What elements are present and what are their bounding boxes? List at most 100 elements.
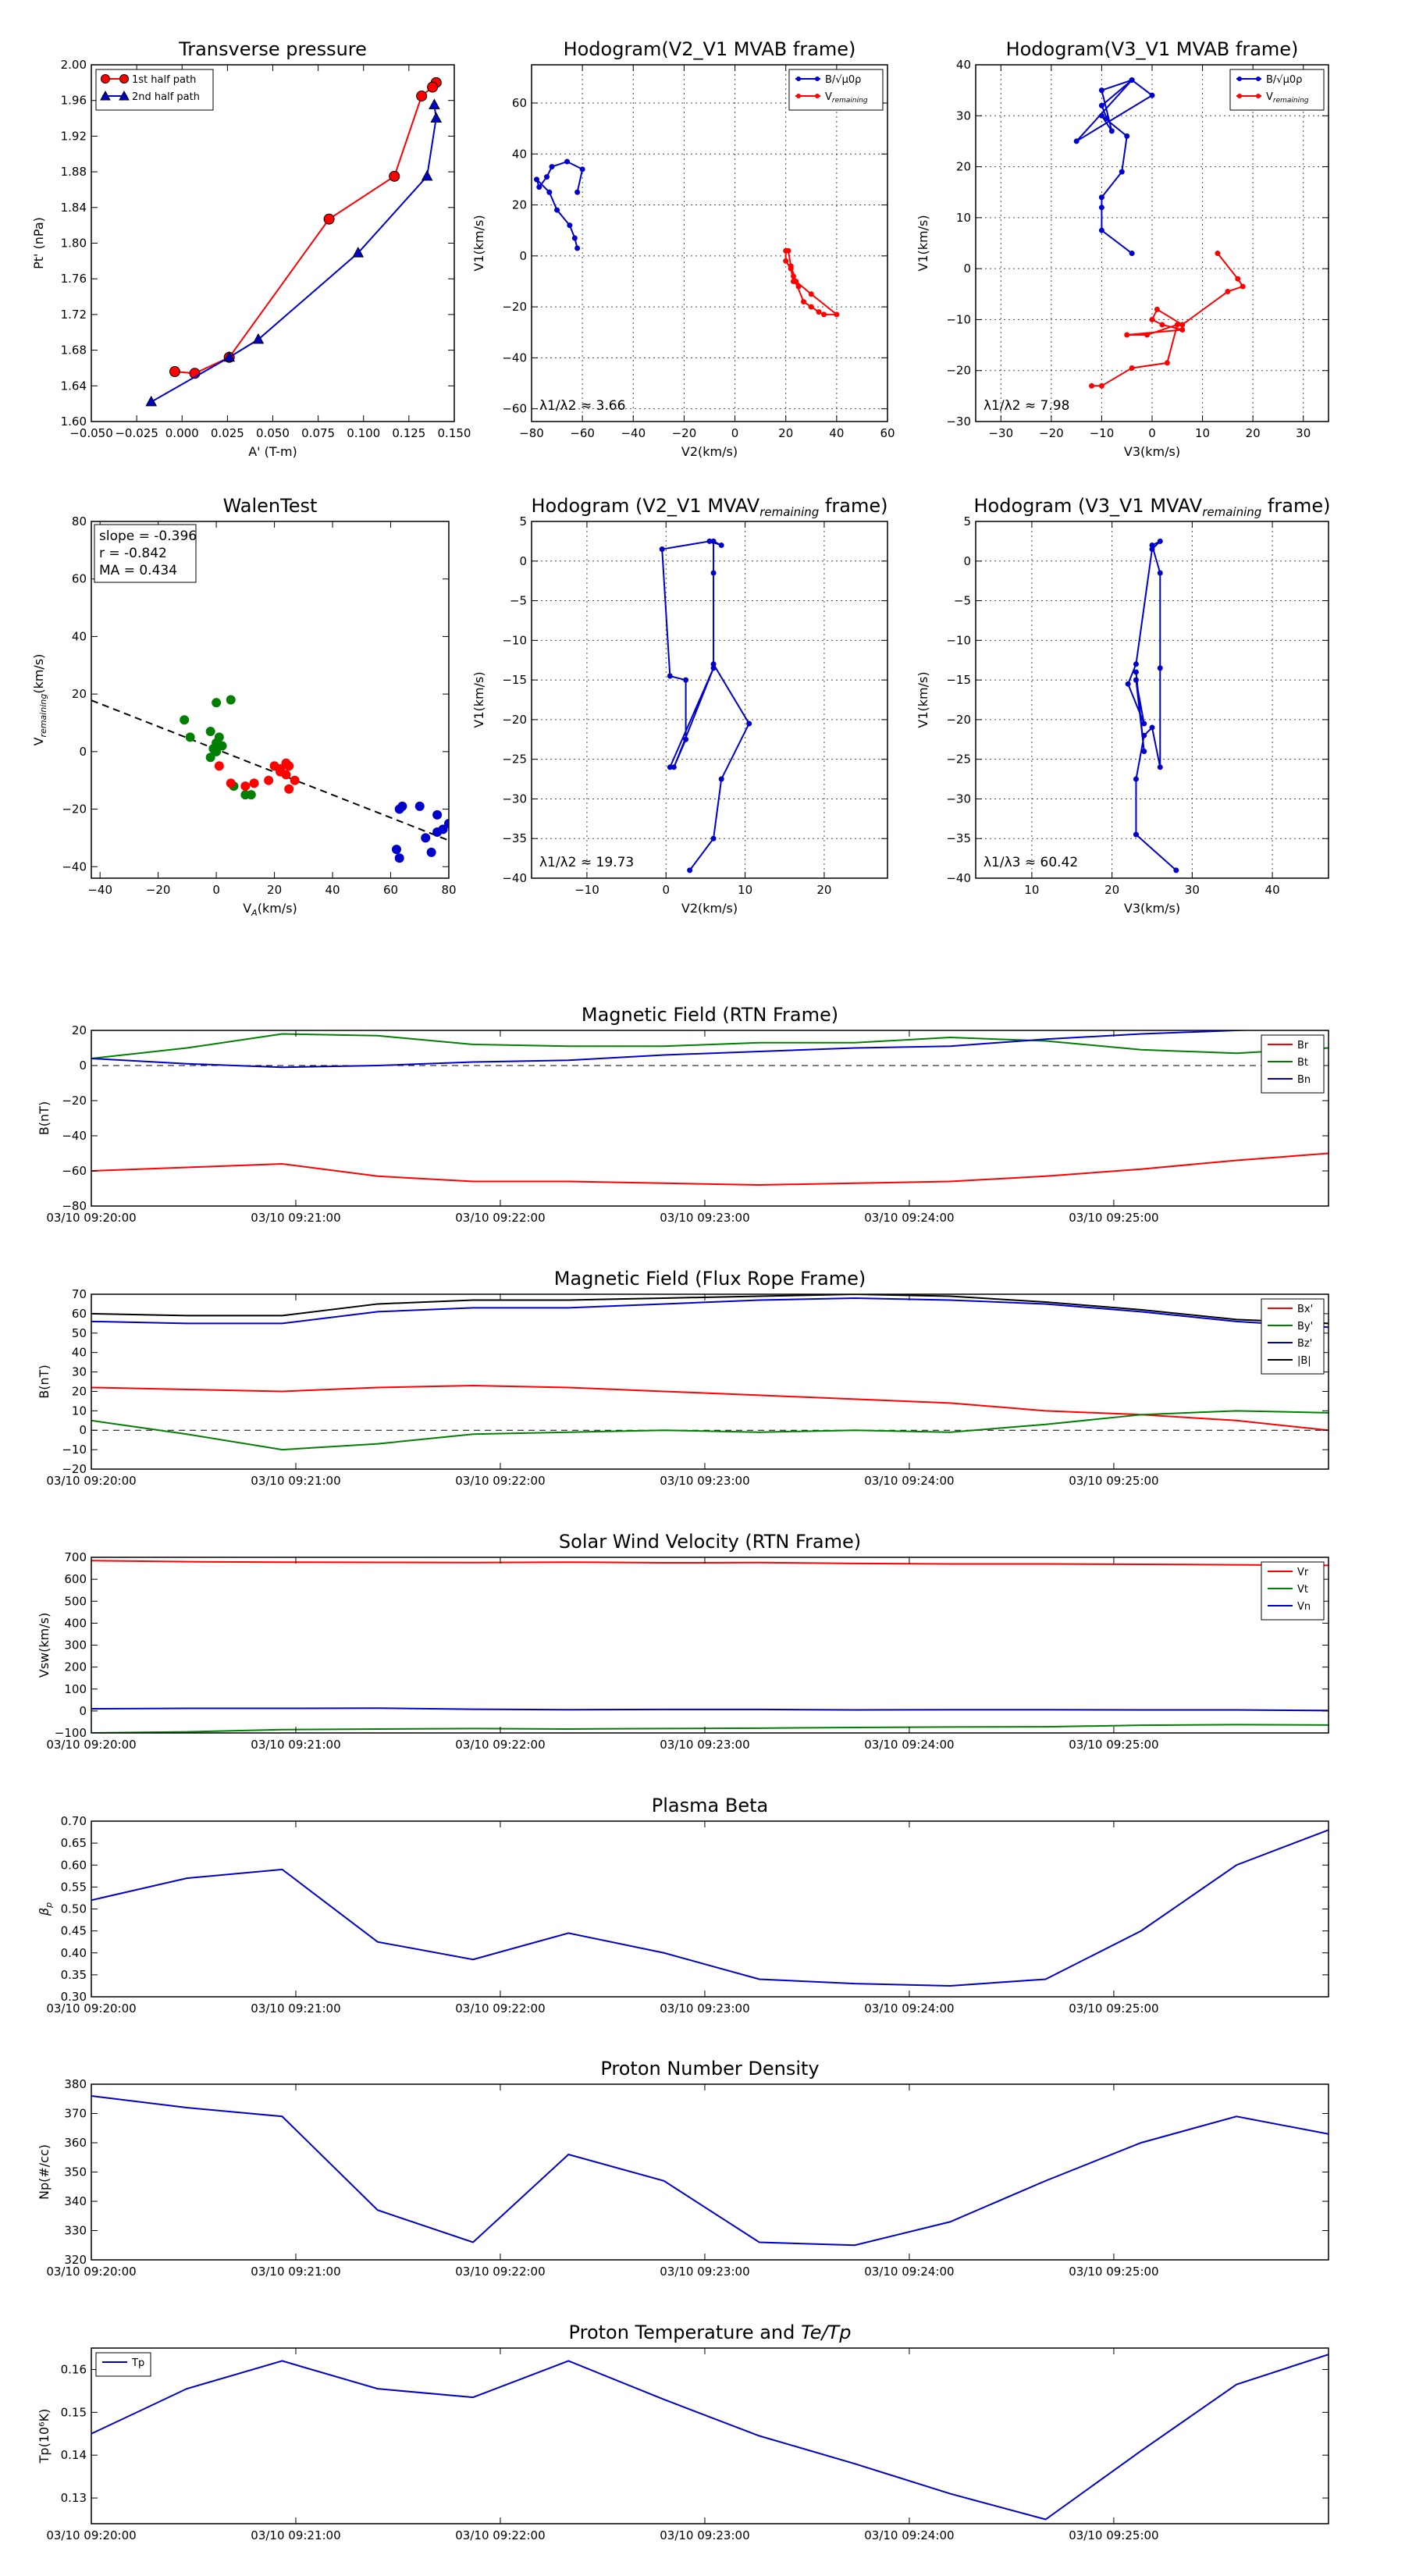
y-tick-label: −25 — [946, 753, 971, 767]
y-axis-label: Vremaining(km/s) — [31, 654, 48, 746]
y-tick-label: −35 — [502, 831, 527, 845]
data-point — [554, 207, 560, 213]
series-vt — [91, 1724, 1329, 1733]
y-tick-label: −5 — [954, 594, 971, 608]
data-point — [1225, 289, 1231, 295]
y-tick-label: 100 — [64, 1682, 87, 1696]
data-point — [226, 778, 236, 788]
data-point — [246, 790, 256, 800]
y-tick-label: −40 — [502, 871, 527, 885]
x-tick-label: 03/10 09:25:00 — [1069, 2528, 1158, 2542]
y-tick-label: 360 — [64, 2136, 87, 2150]
x-tick-label: 03/10 09:23:00 — [660, 1211, 749, 1225]
y-tick-label: 0.55 — [61, 1880, 87, 1894]
series-line — [91, 1829, 1329, 1987]
y-tick-label: 0.14 — [61, 2448, 87, 2462]
data-point — [438, 824, 448, 834]
series-s0 — [1125, 538, 1179, 873]
y-tick-label: −40 — [62, 1129, 87, 1143]
data-point — [1098, 194, 1104, 201]
y-tick-label: −20 — [502, 300, 527, 314]
x-tick-label: 03/10 09:25:00 — [1069, 1474, 1158, 1488]
plot-frame — [91, 2083, 1329, 2261]
data-point — [1141, 749, 1147, 755]
y-tick-label: 1.92 — [61, 129, 87, 143]
legend-label: B/√μ0ρ — [1266, 74, 1302, 86]
chart-walen: WalenTest −40 −20 0 20 40 60 80 −40 −20 0 20 40 60 80 V… — [31, 495, 457, 918]
label-suffix: (km/s) — [258, 901, 297, 916]
y-tick-label: 300 — [64, 1638, 87, 1653]
data-point — [1098, 382, 1104, 389]
x-tick-label: 03/10 09:22:00 — [455, 2528, 545, 2542]
fit-line — [91, 699, 450, 841]
legend-label: Vt — [1297, 1584, 1308, 1596]
legend-marker — [119, 90, 130, 101]
x-tick-label: 10 — [738, 883, 752, 897]
data-point — [683, 677, 689, 683]
data-point — [1149, 316, 1155, 322]
data-point — [352, 247, 365, 258]
x-tick-label: −80 — [519, 426, 544, 440]
y-tick-label: 340 — [64, 2194, 87, 2208]
series-line — [91, 1030, 1257, 1069]
x-axis-label: V2(km/s) — [681, 444, 738, 459]
y-axis-label: V1(km/s) — [471, 671, 486, 728]
x-tick-label: 03/10 09:22:00 — [455, 2265, 545, 2279]
series-bt — [91, 1033, 1329, 1059]
y-tick-label: 0.45 — [61, 1924, 87, 1938]
y-tick-label: 1.60 — [61, 415, 87, 429]
data-point — [290, 775, 300, 785]
y-tick-label: −40 — [62, 859, 87, 873]
series-vremaining — [783, 247, 840, 318]
data-point — [1157, 570, 1163, 576]
stats-text: MA = 0.434 — [99, 563, 177, 578]
data-point — [208, 744, 219, 754]
data-point — [1157, 764, 1163, 770]
data-point — [1133, 677, 1139, 683]
plot-frame — [91, 2347, 1329, 2524]
data-point — [710, 570, 717, 576]
legend-label: Vn — [1297, 1601, 1311, 1613]
data-point — [1164, 360, 1170, 366]
data-point — [579, 166, 585, 173]
data-point — [1159, 322, 1165, 328]
data-point — [421, 833, 431, 843]
chart-title: Plasma Beta — [652, 1795, 768, 1816]
chart-mag_fr: Magnetic Field (Flux Rope Frame) 03/10 09… — [37, 1268, 1329, 1488]
x-tick-label: 03/10 09:20:00 — [46, 2001, 136, 2016]
data-point — [276, 763, 286, 774]
chart-title: Hodogram(V2_V1 MVAB frame) — [564, 38, 856, 60]
chart-title: Hodogram(V3_V1 MVAB frame) — [1006, 38, 1299, 60]
x-tick-label: −30 — [988, 426, 1013, 440]
plot-frame — [91, 1293, 1329, 1470]
data-point — [1157, 538, 1163, 544]
legend-marker — [815, 94, 820, 98]
y-tick-label: −80 — [62, 1199, 87, 1213]
chart-title: Hodogram (V3_V1 MVAVremaining frame) — [974, 495, 1331, 519]
y-tick-label: 40 — [72, 629, 87, 643]
y-tick-label: 320 — [64, 2253, 87, 2267]
series-vremaining — [1089, 251, 1246, 389]
data-point — [1098, 205, 1104, 211]
y-tick-label: 1.84 — [61, 201, 87, 215]
title-math: Te/Tp — [801, 2322, 851, 2343]
legend-marker — [1256, 94, 1261, 98]
series-tp — [91, 2354, 1329, 2521]
y-tick-label: 0 — [519, 249, 527, 263]
x-tick-label: 0.125 — [392, 426, 425, 440]
y-tick-label: 0 — [963, 262, 971, 276]
x-tick-label: −20 — [146, 883, 171, 897]
y-tick-label: 60 — [72, 1307, 87, 1321]
y-tick-label: 60 — [72, 572, 87, 586]
plot-frame — [531, 64, 888, 422]
x-axis-label: V3(km/s) — [1124, 901, 1180, 916]
x-tick-label: 03/10 09:24:00 — [864, 2528, 954, 2542]
x-tick-label: 60 — [383, 883, 398, 897]
data-point — [389, 170, 400, 182]
y-tick-label: 0.50 — [61, 1902, 87, 1916]
data-point — [687, 867, 693, 873]
data-point — [214, 761, 224, 771]
x-axis-label: V2(km/s) — [681, 901, 738, 916]
x-tick-label: 0 — [731, 426, 739, 440]
y-tick-label: 0 — [79, 1423, 87, 1437]
